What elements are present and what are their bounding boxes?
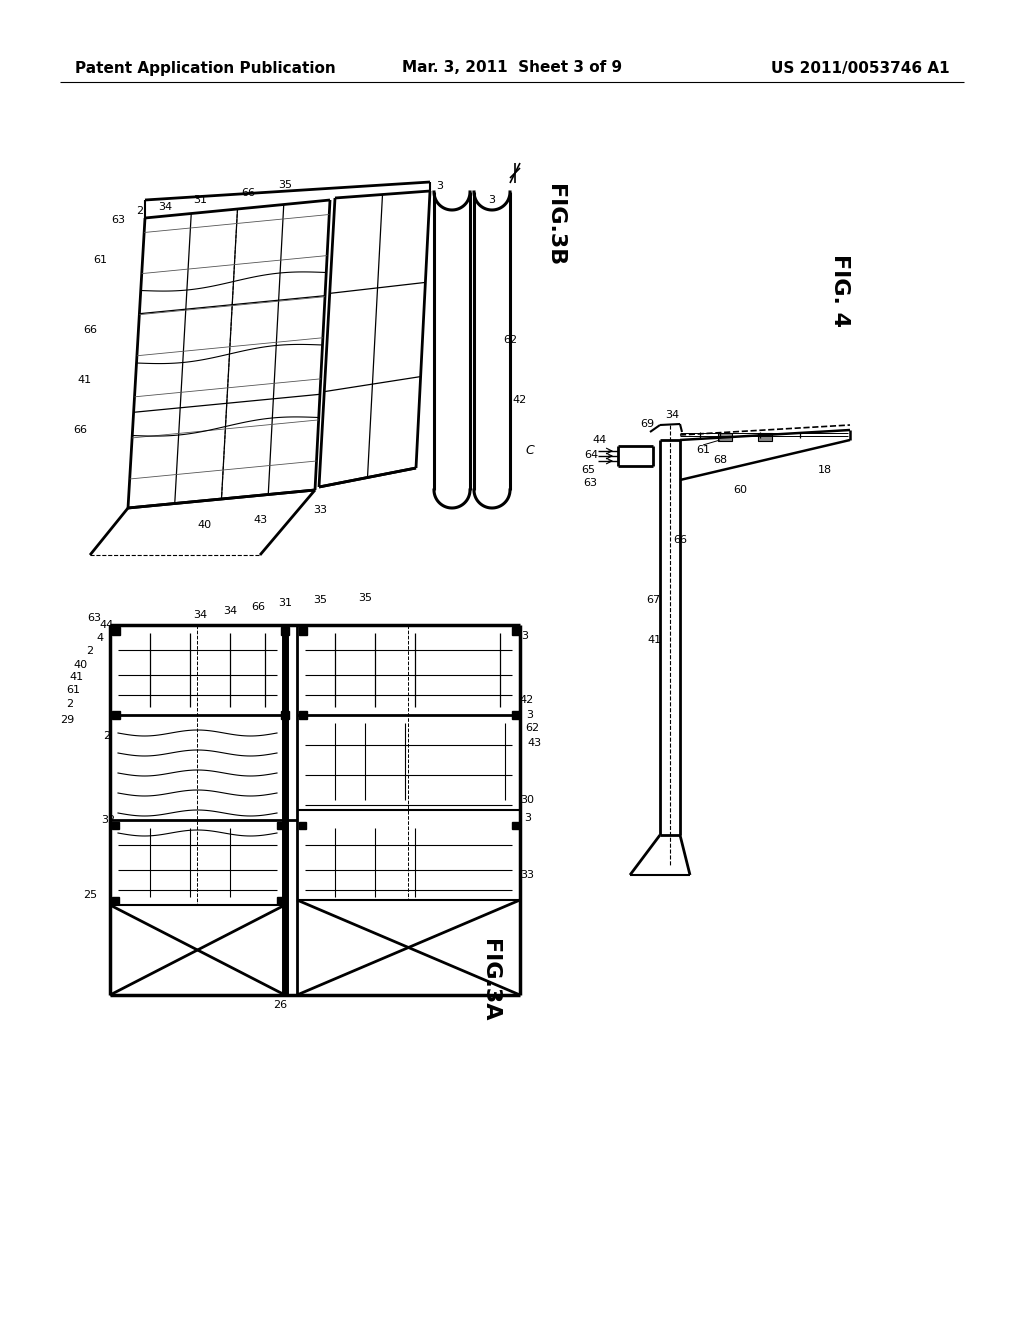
Text: C: C [525, 444, 535, 457]
Bar [299, 822, 306, 829]
Text: 29: 29 [59, 715, 74, 725]
Text: 43: 43 [253, 515, 267, 525]
Text: 35: 35 [278, 180, 292, 190]
Text: Mar. 3, 2011  Sheet 3 of 9: Mar. 3, 2011 Sheet 3 of 9 [402, 61, 622, 75]
Text: 2: 2 [103, 731, 111, 741]
Text: 68: 68 [713, 455, 727, 465]
Text: 66: 66 [673, 535, 687, 545]
Bar [278, 898, 284, 904]
Text: 67: 67 [646, 595, 660, 605]
Text: 3: 3 [436, 181, 443, 191]
Bar [758, 433, 772, 441]
Text: 35: 35 [358, 593, 372, 603]
Text: FIG.3B: FIG.3B [545, 183, 565, 267]
Bar [281, 711, 289, 719]
Text: 63: 63 [87, 612, 101, 623]
Text: 32: 32 [101, 814, 115, 825]
Text: 66: 66 [73, 425, 87, 436]
Text: 3: 3 [521, 631, 528, 642]
Text: 34: 34 [193, 610, 207, 620]
Bar [278, 822, 284, 829]
Bar [299, 711, 307, 719]
Text: 34: 34 [223, 606, 238, 616]
Text: FIG.3A: FIG.3A [480, 939, 500, 1022]
Text: 42: 42 [520, 696, 535, 705]
Bar [112, 898, 119, 904]
Text: 62: 62 [503, 335, 517, 345]
Text: 44: 44 [100, 620, 114, 630]
Text: 3: 3 [526, 710, 534, 719]
Text: 69: 69 [640, 418, 654, 429]
Text: 4: 4 [96, 634, 103, 643]
Text: 25: 25 [83, 890, 97, 900]
Text: 66: 66 [241, 187, 255, 198]
Bar [299, 627, 307, 635]
Text: 3: 3 [524, 813, 531, 822]
Text: 61: 61 [66, 685, 80, 696]
Text: 66: 66 [251, 602, 265, 612]
Text: 63: 63 [111, 215, 125, 224]
Bar [718, 433, 732, 441]
Text: 18: 18 [818, 465, 833, 475]
Text: 26: 26 [273, 1001, 287, 1010]
Text: US 2011/0053746 A1: US 2011/0053746 A1 [771, 61, 950, 75]
Text: Patent Application Publication: Patent Application Publication [75, 61, 336, 75]
Bar [112, 627, 120, 635]
Bar [112, 822, 119, 829]
Bar [512, 627, 520, 635]
Text: 41: 41 [648, 635, 663, 645]
Text: 43: 43 [527, 738, 541, 748]
Text: 2: 2 [86, 645, 93, 656]
Text: 42: 42 [513, 395, 527, 405]
Text: 61: 61 [696, 445, 710, 455]
Text: 60: 60 [733, 484, 746, 495]
Text: 40: 40 [73, 660, 87, 671]
Text: 41: 41 [78, 375, 92, 385]
Text: 40: 40 [198, 520, 212, 531]
Text: 31: 31 [193, 195, 207, 205]
Text: 66: 66 [83, 325, 97, 335]
Text: 64: 64 [584, 450, 598, 459]
Text: 35: 35 [313, 595, 327, 605]
Text: 33: 33 [313, 506, 327, 515]
Text: 31: 31 [278, 598, 292, 609]
Bar [281, 627, 289, 635]
Text: 3: 3 [488, 195, 496, 205]
Text: 33: 33 [520, 870, 534, 880]
Text: 2: 2 [67, 700, 74, 709]
Text: 34: 34 [665, 411, 679, 420]
Text: 41: 41 [69, 672, 83, 682]
Text: 44: 44 [593, 436, 607, 445]
Bar [512, 711, 520, 719]
Text: 61: 61 [93, 255, 106, 265]
Text: 65: 65 [581, 465, 595, 475]
Bar [512, 822, 519, 829]
Text: 30: 30 [520, 795, 534, 805]
Text: 2: 2 [136, 206, 143, 216]
Text: 34: 34 [158, 202, 172, 213]
Text: 63: 63 [583, 478, 597, 488]
Text: FIG. 4: FIG. 4 [830, 253, 850, 326]
Bar [112, 711, 120, 719]
Text: 62: 62 [525, 723, 539, 733]
